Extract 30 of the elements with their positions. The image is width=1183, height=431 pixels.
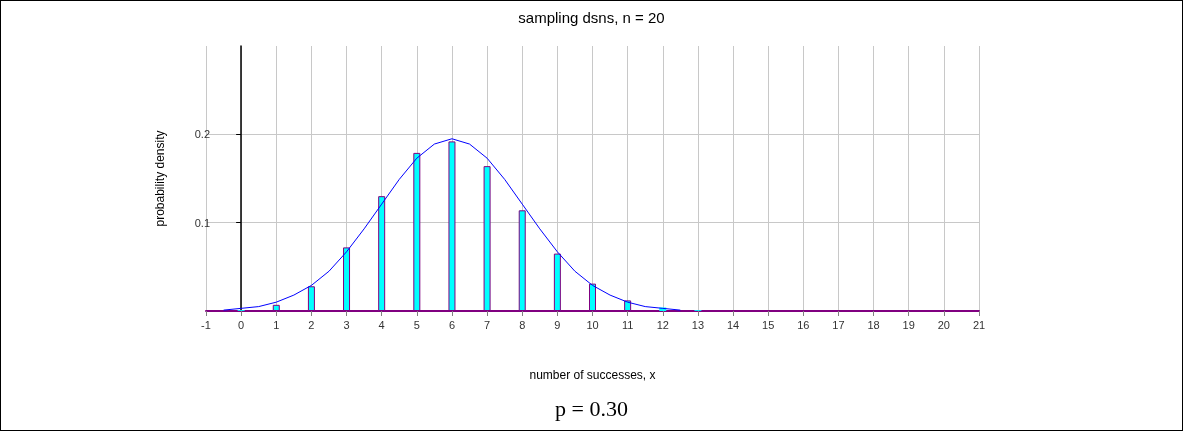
text: p = 0.30 xyxy=(555,395,628,421)
x-tick-label: 3 xyxy=(343,318,350,331)
y-tick-label: 0.1 xyxy=(194,216,210,229)
x-tick-label: 14 xyxy=(726,318,740,331)
x-tick-label: 7 xyxy=(484,318,491,331)
x-tick-label: 2 xyxy=(308,318,315,331)
x-tick-label: 20 xyxy=(937,318,950,331)
x-tick-label: 1 xyxy=(273,318,280,331)
chart-title: sampling dsns, n = 20 xyxy=(518,9,665,26)
x-tick-label: 6 xyxy=(448,318,456,331)
x-tick-label: 19 xyxy=(902,318,915,331)
x-axis-title: number of successes, x xyxy=(529,368,656,382)
x-tick-label: 17 xyxy=(832,318,845,331)
x-tick-label: 10 xyxy=(586,318,599,331)
x-tick-label: 12 xyxy=(656,318,669,331)
x-tick-label: 16 xyxy=(797,318,810,331)
x-tick-label: -1 xyxy=(201,318,211,331)
x-tick-label: 0 xyxy=(238,318,245,331)
x-tick-label: 13 xyxy=(691,318,705,331)
x-tick-label: 11 xyxy=(621,318,634,331)
x-tick-label: 18 xyxy=(867,318,880,331)
x-tick-label: 15 xyxy=(762,318,775,331)
x-tick-label: 8 xyxy=(519,318,526,331)
x-tick-label: 4 xyxy=(378,318,385,331)
y-axis-title: probability density xyxy=(153,130,167,227)
y-tick-label: 0.2 xyxy=(194,128,210,141)
x-tick-label: 21 xyxy=(972,318,986,331)
x-tick-label: 9 xyxy=(554,318,561,331)
line-series xyxy=(223,138,681,311)
x-tick-label: 5 xyxy=(413,318,420,331)
